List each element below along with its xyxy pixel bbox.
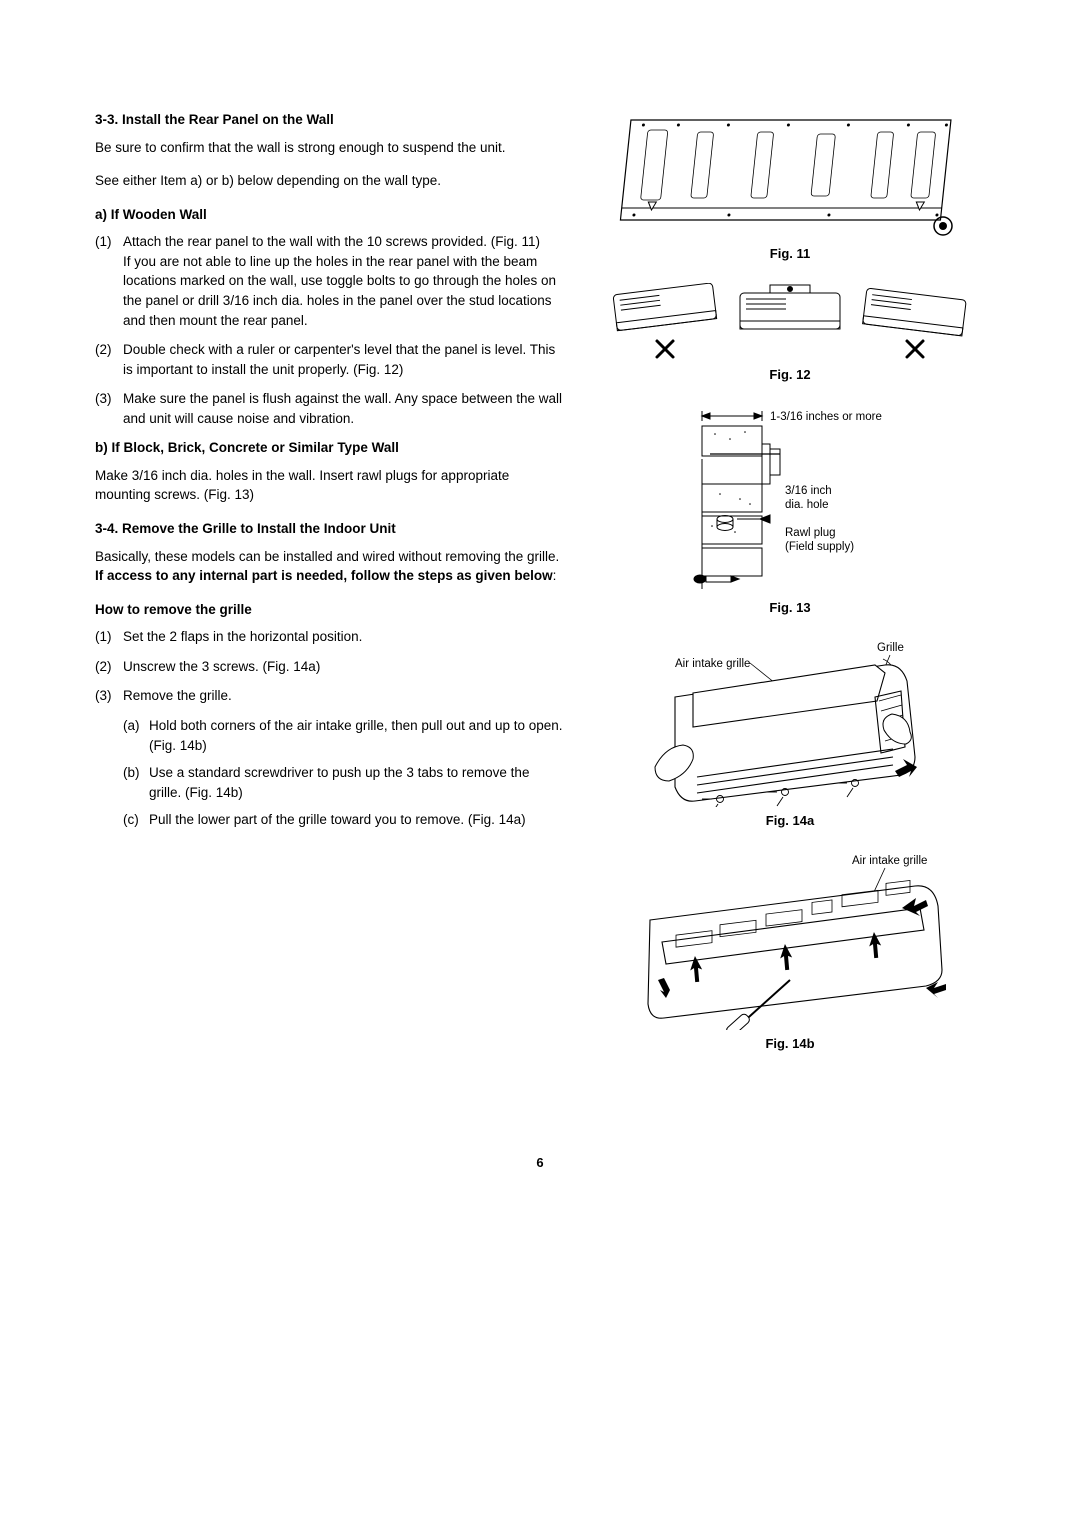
list-body-g2: Unscrew the 3 screws. (Fig. 14a) <box>123 657 565 677</box>
sub-body-g3c: Pull the lower part of the grille toward… <box>149 810 565 830</box>
f13-rawl2: (Field supply) <box>785 541 854 553</box>
fig12-caption: Fig. 12 <box>595 367 985 382</box>
list-body-a3: Make sure the panel is flush against the… <box>123 389 565 428</box>
f14a-air: Air intake grille <box>675 658 750 670</box>
fig14a-caption: Fig. 14a <box>595 813 985 828</box>
list-body-a2: Double check with a ruler or carpenter's… <box>123 340 565 379</box>
a1-line2: If you are not able to line up the holes… <box>123 252 565 330</box>
para-see-item: See either Item a) or b) below depending… <box>95 171 565 191</box>
list-item-a1: (1) Attach the rear panel to the wall wi… <box>95 232 565 330</box>
sub-body-g3a: Hold both corners of the air intake gril… <box>149 716 565 755</box>
sub-body-g3b: Use a standard screwdriver to push up th… <box>149 763 565 802</box>
fig12-svg <box>605 283 975 361</box>
list-body-g3: Remove the grille. <box>123 686 565 706</box>
right-column: Fig. 11 <box>595 110 985 1073</box>
f13-dim: 1-3/16 inches or more <box>770 411 882 423</box>
fig14b-caption: Fig. 14b <box>595 1036 985 1051</box>
fig13-caption: Fig. 13 <box>595 600 985 615</box>
heading-3-3: 3-3. Install the Rear Panel on the Wall <box>95 110 565 130</box>
para-block-wall: Make 3/16 inch dia. holes in the wall. I… <box>95 466 565 505</box>
sub-num-g3b: (b) <box>123 763 149 802</box>
p34a: Basically, these models can be installed… <box>95 549 559 564</box>
list-item-g2: (2) Unscrew the 3 screws. (Fig. 14a) <box>95 657 565 677</box>
fig14a-svg: Air intake grille Grille <box>625 637 955 807</box>
list-item-a2: (2) Double check with a ruler or carpent… <box>95 340 565 379</box>
list-num-g2: (2) <box>95 657 123 677</box>
figure-14a: Air intake grille Grille <box>595 637 985 828</box>
p34c: : <box>553 568 557 583</box>
f14b-air: Air intake grille <box>852 855 927 867</box>
list-num-g1: (1) <box>95 627 123 647</box>
sub-item-g3a: (a) Hold both corners of the air intake … <box>123 716 565 755</box>
list-num-g3: (3) <box>95 686 123 706</box>
list-item-a3: (3) Make sure the panel is flush against… <box>95 389 565 428</box>
fig14b-svg: Air intake grille <box>620 850 960 1030</box>
figure-12: Fig. 12 <box>595 283 985 382</box>
heading-wooden-wall: a) If Wooden Wall <box>95 205 565 225</box>
f13-hole1: 3/16 inch <box>785 485 832 497</box>
heading-block-wall: b) If Block, Brick, Concrete or Similar … <box>95 438 565 458</box>
list-item-g1: (1) Set the 2 flaps in the horizontal po… <box>95 627 565 647</box>
list-item-g3: (3) Remove the grille. <box>95 686 565 706</box>
figure-11: Fig. 11 <box>595 110 985 261</box>
sub-num-g3a: (a) <box>123 716 149 755</box>
list-body-a1: Attach the rear panel to the wall with t… <box>123 232 565 330</box>
f13-rawl1: Rawl plug <box>785 527 836 539</box>
f14a-grille: Grille <box>877 642 904 654</box>
sub-num-g3c: (c) <box>123 810 149 830</box>
figure-14b: Air intake grille <box>595 850 985 1051</box>
list-num-a3: (3) <box>95 389 123 428</box>
list-num-a2: (2) <box>95 340 123 379</box>
p34b: If access to any internal part is needed… <box>95 568 553 583</box>
para-34: Basically, these models can be installed… <box>95 547 565 586</box>
sub-item-g3b: (b) Use a standard screwdriver to push u… <box>123 763 565 802</box>
f13-hole2: dia. hole <box>785 499 828 511</box>
list-num-a1: (1) <box>95 232 123 330</box>
list-body-g1: Set the 2 flaps in the horizontal positi… <box>123 627 565 647</box>
left-column: 3-3. Install the Rear Panel on the Wall … <box>95 110 565 1073</box>
heading-3-4: 3-4. Remove the Grille to Install the In… <box>95 519 565 539</box>
a1-line1: Attach the rear panel to the wall with t… <box>123 232 565 252</box>
para-confirm-wall: Be sure to confirm that the wall is stro… <box>95 138 565 158</box>
fig11-caption: Fig. 11 <box>595 246 985 261</box>
fig11-svg <box>610 110 970 240</box>
page-number: 6 <box>0 1155 1080 1170</box>
fig13-svg: 1-3/16 inches or more <box>640 404 940 594</box>
figure-13: 1-3/16 inches or more <box>595 404 985 615</box>
heading-how-remove: How to remove the grille <box>95 600 565 620</box>
sub-item-g3c: (c) Pull the lower part of the grille to… <box>123 810 565 830</box>
